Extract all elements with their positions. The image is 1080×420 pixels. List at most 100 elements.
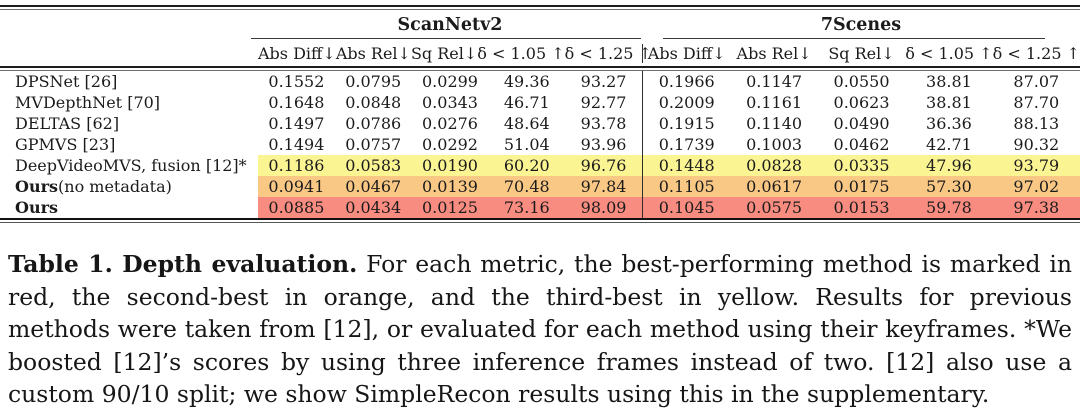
metric-value-cell: 0.1140 bbox=[746, 114, 803, 133]
metric-value-cell: 0.1045 bbox=[658, 198, 715, 217]
method-name-rest: MVDepthNet [70] bbox=[15, 93, 161, 112]
method-name: MVDepthNet [70] bbox=[0, 92, 258, 113]
7scenes-values: 0.1045 0.0575 0.0153 59.78 97.38 bbox=[642, 197, 1080, 218]
metric-value-cell: 0.0462 bbox=[833, 135, 890, 154]
7scenes-values: 0.1739 0.1003 0.0462 42.71 90.32 bbox=[642, 134, 1080, 155]
scannetv2-values: 0.1497 0.0786 0.0276 48.64 93.78 bbox=[258, 113, 642, 134]
metric-value-cell: 0.0139 bbox=[422, 177, 478, 196]
metric-value-cell: 0.0299 bbox=[422, 72, 478, 91]
table-row: Ours (no metadata) 0.0941 0.0467 0.0139 … bbox=[0, 176, 1080, 197]
metric-value-cell: 60.20 bbox=[503, 156, 550, 175]
metric-value-cell: 48.64 bbox=[503, 114, 550, 133]
metric-value-cell: 38.81 bbox=[926, 93, 972, 112]
scannetv2-values: 0.1648 0.0848 0.0343 46.71 92.77 bbox=[258, 92, 642, 113]
method-name: DeepVideoMVS, fusion [12]* bbox=[0, 155, 258, 176]
table-row: DeepVideoMVS, fusion [12]* 0.1186 0.0583… bbox=[0, 155, 1080, 176]
method-name: Ours (no metadata) bbox=[0, 176, 258, 197]
metric-value-cell: 0.1497 bbox=[268, 114, 325, 133]
metric-value-cell: 0.0828 bbox=[746, 156, 803, 175]
metric-value-cell: 0.0786 bbox=[345, 114, 402, 133]
metric-value-cell: 0.0885 bbox=[268, 198, 325, 217]
metric-value-cell: 0.1966 bbox=[658, 72, 715, 91]
method-name-bold: Ours bbox=[15, 198, 59, 217]
table-caption: Table 1. Depth evaluation. For each metr… bbox=[0, 248, 1080, 411]
metric-value-cell: 51.04 bbox=[503, 135, 550, 154]
row-values: 0.1494 0.0757 0.0292 51.04 93.96 0.1739 … bbox=[258, 134, 1080, 155]
table-top-rule bbox=[0, 5, 1080, 10]
results-table: ScanNetv2 7Scenes Abs Diff↓ Abs Rel↓ Sq … bbox=[0, 5, 1080, 223]
metric-value-cell: 0.0125 bbox=[422, 198, 478, 217]
scannetv2-underline-rule bbox=[251, 38, 641, 39]
metric-value-cell: 0.1648 bbox=[268, 93, 325, 112]
metric-value-cell: 93.96 bbox=[580, 135, 627, 154]
metric-value-cell: 0.1739 bbox=[658, 135, 715, 154]
table-row: DELTAS [62] 0.1497 0.0786 0.0276 48.64 9… bbox=[0, 113, 1080, 134]
metric-header-row: Abs Diff↓ Abs Rel↓ Sq Rel↓ δ < 1.05 ↑ δ … bbox=[0, 40, 1080, 66]
row-values: 0.1648 0.0848 0.0343 46.71 92.77 0.2009 … bbox=[258, 92, 1080, 113]
row-values: 0.1497 0.0786 0.0276 48.64 93.78 0.1915 … bbox=[258, 113, 1080, 134]
metric-value-cell: 0.0583 bbox=[345, 156, 402, 175]
metric-value-cell: 92.77 bbox=[580, 93, 627, 112]
metric-value-cell: 97.38 bbox=[1013, 198, 1060, 217]
metric-value-cell: 0.0795 bbox=[345, 72, 402, 91]
metric-value-cell: 70.48 bbox=[503, 177, 550, 196]
metric-value-cell: 0.0434 bbox=[345, 198, 402, 217]
metric-value-cell: 46.71 bbox=[503, 93, 550, 112]
metric-value-cell: 0.1448 bbox=[658, 156, 715, 175]
metric-value-cell: 96.76 bbox=[580, 156, 627, 175]
7scenes-underline-rule bbox=[663, 38, 1045, 39]
scannetv2-values: 0.1552 0.0795 0.0299 49.36 93.27 bbox=[258, 71, 642, 92]
col-header-sq-rel: Sq Rel↓ bbox=[410, 43, 478, 63]
metric-value-cell: 0.0175 bbox=[833, 177, 890, 196]
row-values: 0.0941 0.0467 0.0139 70.48 97.84 0.1105 … bbox=[258, 176, 1080, 197]
col-header-abs-diff: Abs Diff↓ bbox=[647, 43, 726, 63]
metric-value-cell: 0.1915 bbox=[658, 114, 715, 133]
metric-value-cell: 0.0848 bbox=[345, 93, 402, 112]
metric-value-cell: 0.1161 bbox=[746, 93, 803, 112]
7scenes-values: 0.1966 0.1147 0.0550 38.81 87.07 bbox=[642, 71, 1080, 92]
method-name: Ours bbox=[0, 197, 258, 218]
metric-value-cell: 93.27 bbox=[580, 72, 627, 91]
metric-value-cell: 0.0292 bbox=[422, 135, 478, 154]
metric-value-cell: 0.0490 bbox=[833, 114, 890, 133]
row-values: 0.1186 0.0583 0.0190 60.20 96.76 0.1448 … bbox=[258, 155, 1080, 176]
row-values: 0.1552 0.0795 0.0299 49.36 93.27 0.1966 … bbox=[258, 71, 1080, 92]
metric-value-cell: 93.79 bbox=[1013, 156, 1060, 175]
metric-value-cell: 0.0467 bbox=[345, 177, 402, 196]
metric-value-cell: 0.0550 bbox=[833, 72, 890, 91]
caption-body: For each metric, the best-performing met… bbox=[8, 250, 1072, 409]
group-7scenes: 7Scenes bbox=[642, 15, 1080, 35]
col-header-abs-rel: Abs Rel↓ bbox=[736, 43, 812, 63]
method-name: DELTAS [62] bbox=[0, 113, 258, 134]
metric-value-cell: 0.1186 bbox=[268, 156, 325, 175]
scannetv2-values: 0.1494 0.0757 0.0292 51.04 93.96 bbox=[258, 134, 642, 155]
metric-value-cell: 0.1105 bbox=[658, 177, 715, 196]
method-name-rest: (no metadata) bbox=[58, 177, 172, 196]
metric-header-area: Abs Diff↓ Abs Rel↓ Sq Rel↓ δ < 1.05 ↑ δ … bbox=[258, 43, 1080, 63]
metric-value-cell: 73.16 bbox=[503, 198, 550, 217]
metric-value-cell: 36.36 bbox=[926, 114, 972, 133]
scannetv2-metric-headers: Abs Diff↓ Abs Rel↓ Sq Rel↓ δ < 1.05 ↑ δ … bbox=[258, 43, 652, 63]
method-name: DPSNet [26] bbox=[0, 71, 258, 92]
metric-value-cell: 0.0941 bbox=[268, 177, 325, 196]
col-header-delta-105: δ < 1.05 ↑ bbox=[905, 43, 993, 63]
header-separator-rule bbox=[0, 66, 1080, 71]
metric-value-cell: 59.78 bbox=[926, 198, 972, 217]
col-header-delta-125: δ < 1.25 ↑ bbox=[992, 43, 1080, 63]
metric-value-cell: 0.0153 bbox=[833, 198, 890, 217]
metric-value-cell: 0.0343 bbox=[422, 93, 478, 112]
caption-title: Table 1. Depth evaluation. bbox=[8, 250, 358, 278]
metric-value-cell: 0.1552 bbox=[268, 72, 325, 91]
metric-value-cell: 90.32 bbox=[1013, 135, 1060, 154]
metric-value-cell: 57.30 bbox=[926, 177, 972, 196]
col-header-abs-diff: Abs Diff↓ bbox=[258, 43, 336, 63]
col-header-delta-125: δ < 1.25 ↑ bbox=[564, 43, 652, 63]
metric-value-cell: 93.78 bbox=[580, 114, 627, 133]
scannetv2-values: 0.0941 0.0467 0.0139 70.48 97.84 bbox=[258, 176, 642, 197]
table-row: MVDepthNet [70] 0.1648 0.0848 0.0343 46.… bbox=[0, 92, 1080, 113]
7scenes-values: 0.2009 0.1161 0.0623 38.81 87.70 bbox=[642, 92, 1080, 113]
col-header-delta-105: δ < 1.05 ↑ bbox=[477, 43, 565, 63]
metric-value-cell: 49.36 bbox=[503, 72, 550, 91]
row-values: 0.0885 0.0434 0.0125 73.16 98.09 0.1045 … bbox=[258, 197, 1080, 218]
scannetv2-values: 0.1186 0.0583 0.0190 60.20 96.76 bbox=[258, 155, 642, 176]
